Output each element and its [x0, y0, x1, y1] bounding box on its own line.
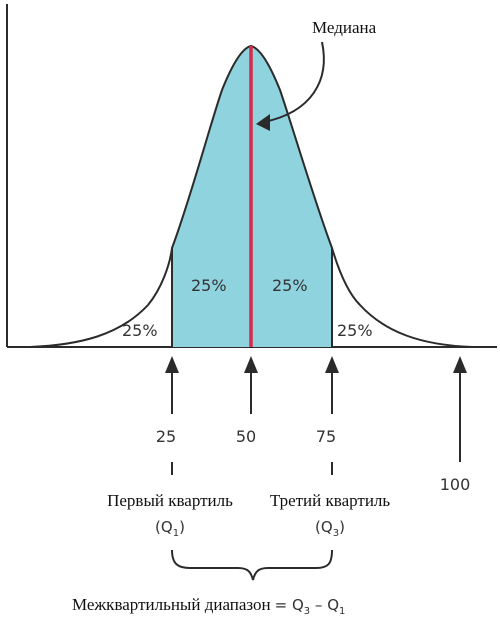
median-pointer-arrow [263, 41, 325, 123]
arrow-q1 [165, 356, 179, 414]
median-label: Медиана [312, 18, 377, 37]
tick-100: 100 [440, 475, 471, 494]
arrow-median [244, 356, 258, 414]
upper-iqr-percent: 25% [272, 276, 308, 295]
median-pointer-arrowhead [256, 114, 270, 131]
arrow-q3 [325, 356, 339, 414]
tick-75: 75 [316, 427, 336, 446]
third-quartile-symbol: (Q3) [315, 518, 345, 539]
first-quartile-symbol: (Q1) [155, 518, 185, 539]
iqr-formula: Межквартильный диапазон = Q3 – Q1 [72, 595, 345, 617]
right-tail-percent: 25% [337, 321, 373, 340]
tick-25: 25 [156, 427, 176, 446]
left-tail-percent: 25% [122, 321, 158, 340]
third-quartile-label: Третий квартиль [270, 491, 391, 510]
arrow-max [453, 356, 467, 462]
tick-50: 50 [236, 427, 256, 446]
lower-iqr-percent: 25% [191, 276, 227, 295]
iqr-brace [171, 549, 333, 581]
first-quartile-label: Первый квартиль [107, 491, 233, 510]
